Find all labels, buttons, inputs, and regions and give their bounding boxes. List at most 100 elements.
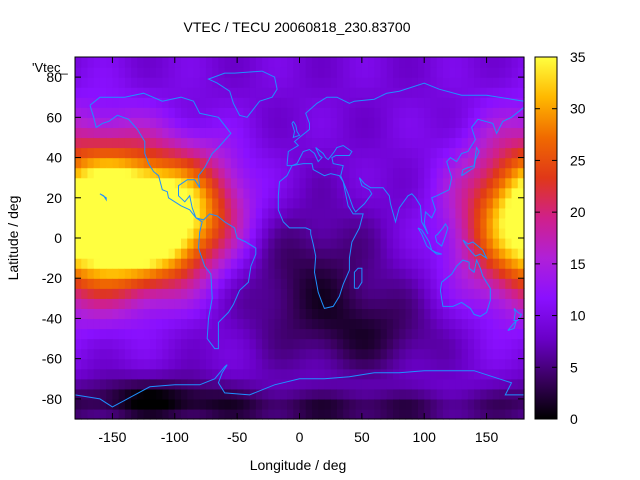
heatmap-cell — [162, 378, 170, 390]
heatmap-cell — [230, 57, 238, 68]
heatmap-cell — [143, 278, 151, 289]
heatmap-cell — [449, 318, 457, 330]
heatmap-cell — [181, 147, 188, 159]
heatmap-cell — [75, 298, 82, 309]
heatmap-cell — [193, 227, 201, 239]
heatmap-cell — [237, 227, 244, 239]
heatmap-cell — [511, 107, 519, 118]
heatmap-cell — [218, 167, 226, 179]
heatmap-cell — [311, 278, 319, 289]
heatmap-cell — [480, 328, 488, 340]
heatmap-cell — [199, 117, 207, 128]
heatmap-cell — [324, 137, 332, 149]
heatmap-cell — [411, 368, 419, 380]
heatmap-cell — [517, 87, 525, 98]
heatmap-cell — [168, 217, 176, 229]
heatmap-cell — [156, 308, 163, 320]
heatmap-cell — [193, 298, 201, 309]
heatmap-cell — [118, 338, 126, 350]
heatmap-cell — [449, 348, 457, 360]
heatmap-cell — [93, 298, 101, 309]
heatmap-cell — [237, 338, 244, 350]
heatmap-cell — [380, 217, 388, 229]
heatmap-cell — [386, 318, 394, 330]
heatmap-cell — [349, 67, 357, 78]
heatmap-cell — [305, 187, 313, 199]
heatmap-cell — [118, 197, 126, 209]
heatmap-cell — [287, 358, 294, 370]
heatmap-cell — [505, 338, 513, 350]
heatmap-cell — [187, 147, 195, 159]
heatmap-cell — [499, 408, 506, 420]
heatmap-cell — [336, 238, 344, 249]
heatmap-cell — [237, 358, 244, 370]
heatmap-cell — [492, 177, 500, 189]
heatmap-cell — [268, 278, 276, 289]
heatmap-cell — [486, 187, 494, 199]
heatmap-cell — [143, 137, 151, 149]
heatmap-cell — [131, 238, 138, 249]
heatmap-cell — [274, 137, 282, 149]
heatmap-cell — [330, 157, 338, 169]
heatmap-cell — [417, 358, 425, 370]
heatmap-cell — [156, 278, 163, 289]
heatmap-cell — [99, 408, 107, 420]
heatmap-cell — [118, 187, 126, 199]
heatmap-cell — [380, 87, 388, 98]
heatmap-cell — [374, 398, 382, 410]
heatmap-cell — [505, 197, 513, 209]
heatmap-cell — [124, 107, 132, 118]
heatmap-cell — [274, 187, 282, 199]
heatmap-cell — [87, 117, 95, 128]
heatmap-cell — [124, 358, 132, 370]
heatmap-cell — [106, 238, 114, 249]
heatmap-cell — [243, 97, 251, 108]
heatmap-cell — [268, 217, 276, 229]
heatmap-cell — [293, 107, 301, 118]
heatmap-cell — [149, 87, 157, 98]
heatmap-cell — [405, 97, 413, 108]
heatmap-cell — [274, 177, 282, 189]
heatmap-cell — [262, 57, 269, 68]
heatmap-cell — [330, 97, 338, 108]
heatmap-cell — [368, 248, 375, 259]
heatmap-cell — [75, 117, 82, 128]
heatmap-cell — [280, 318, 288, 330]
heatmap-cell — [262, 197, 269, 209]
heatmap-cell — [224, 227, 232, 239]
heatmap-cell — [149, 147, 157, 159]
heatmap-cell — [168, 167, 176, 179]
heatmap-cell — [87, 197, 95, 209]
heatmap-cell — [517, 217, 525, 229]
heatmap-cell — [93, 258, 101, 269]
heatmap-cell — [417, 318, 425, 330]
heatmap-cell — [237, 217, 244, 229]
heatmap-cell — [181, 87, 188, 98]
heatmap-cell — [112, 338, 120, 350]
heatmap-cell — [124, 388, 132, 400]
heatmap-cell — [218, 77, 226, 88]
heatmap-cell — [349, 147, 357, 159]
heatmap-cell — [336, 398, 344, 410]
heatmap-cell — [467, 87, 475, 98]
heatmap-cell — [424, 338, 432, 350]
heatmap-cell — [293, 238, 301, 249]
heatmap-cell — [299, 278, 307, 289]
heatmap-cell — [330, 258, 338, 269]
heatmap-cell — [343, 167, 350, 179]
heatmap-cell — [361, 288, 369, 299]
heatmap-cell — [230, 318, 238, 330]
heatmap-cell — [75, 147, 82, 159]
heatmap-cell — [237, 97, 244, 108]
heatmap-cell — [137, 127, 145, 139]
heatmap-cell — [311, 368, 319, 380]
heatmap-cell — [268, 207, 276, 219]
heatmap-cell — [199, 388, 207, 400]
heatmap-cell — [505, 77, 513, 88]
heatmap-cell — [249, 388, 257, 400]
heatmap-cell — [168, 338, 176, 350]
heatmap-cell — [75, 207, 82, 219]
heatmap-cell — [149, 197, 157, 209]
heatmap-cell — [106, 227, 114, 239]
